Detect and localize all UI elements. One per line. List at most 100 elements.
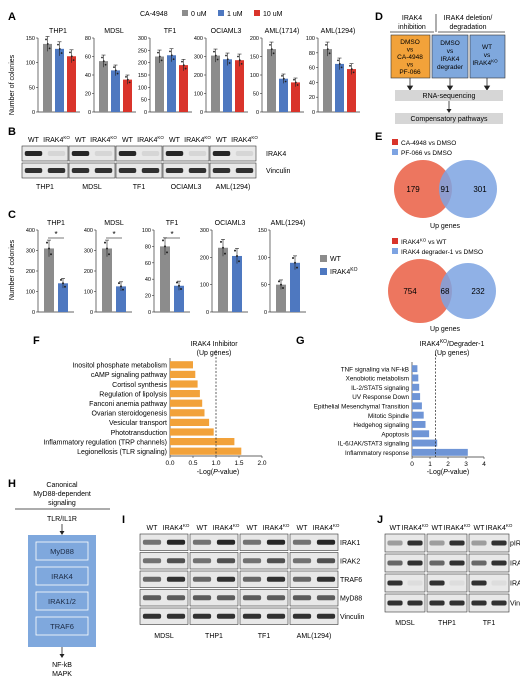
i-band-0-3 (216, 539, 236, 545)
i-band-3-7 (316, 595, 336, 601)
i-row-label-4: Vinculin (340, 614, 364, 621)
i-lane-label-7: IRAK4KO (313, 523, 340, 532)
e-bottom-legend-a: IRAK4KO vs WT (401, 238, 447, 247)
b-membrane-0-1 (21, 162, 69, 179)
d-arrowhead-2 (446, 85, 454, 91)
j-membrane-0-3 (384, 593, 426, 613)
legend-swatch-1 (218, 10, 224, 16)
a-bar-2-1 (167, 55, 176, 112)
g-bar-6 (412, 421, 426, 428)
d-box1-line1: vs (407, 47, 414, 54)
e-top-swatch-a (392, 139, 398, 145)
c-dot-4-0-1 (280, 283, 282, 286)
e-top-circle-b (439, 160, 497, 218)
j-band-0-4 (471, 540, 487, 546)
i-membrane-3-2 (289, 570, 339, 588)
i-band-4-6 (292, 613, 312, 619)
j-band-1-3 (449, 560, 465, 566)
h-protein-label-1: IRAK4 (51, 572, 73, 581)
a-tick-label-3-3: 300 (194, 55, 203, 61)
i-lane-label-6: WT (297, 525, 309, 532)
g-category-9: Inflammatory response (345, 450, 410, 457)
c-dot-2-0-0 (162, 239, 164, 242)
i-band-0-6 (292, 539, 312, 545)
h-out-nfkb: NF-kB (52, 662, 72, 669)
f-category-0: Inositol phosphate metabolism (72, 363, 167, 370)
i-band-4-7 (316, 613, 336, 619)
legend-label-2: 10 uM (263, 11, 283, 18)
a-dot-0-1-0 (57, 43, 59, 46)
j-cell-label-2: TF1 (483, 620, 496, 627)
c-sig-star-1: * (112, 230, 115, 239)
i-band-0-0 (142, 539, 162, 545)
e-bottom-circle-b (440, 263, 496, 319)
c-dot-0-0-0 (46, 241, 48, 244)
c-tick-label-2-2: 40 (145, 277, 151, 283)
a-tick-label-5-5: 100 (306, 36, 315, 42)
b-band-1-2 (71, 168, 90, 173)
c-dot-4-1-2 (296, 266, 298, 269)
j-membrane-1-1 (426, 553, 468, 573)
c-tick-label-2-3: 60 (145, 261, 151, 267)
a-bar-4-1 (279, 78, 288, 112)
e-bottom-caption: Up genes (430, 326, 460, 333)
c-bar-1-1 (116, 286, 126, 312)
c-tick-label-4-1: 50 (261, 283, 267, 289)
e-bottom-mid-count: 68 (441, 287, 450, 296)
e-top-mid-count: 91 (441, 185, 450, 194)
c-tick-label-1-4: 400 (84, 228, 93, 234)
panel-g-pathway-chart: IRAK4KO/Degrader-1 (Up genes) -Log(P-val… (314, 339, 486, 476)
a-dot-4-2-2 (296, 84, 299, 86)
i-lane-label-2: WT (197, 525, 209, 532)
legend-swatch-0 (182, 10, 188, 16)
i-band-3-6 (292, 595, 312, 601)
c-bar-1-0 (102, 248, 112, 312)
c-tick-label-1-3: 300 (84, 249, 93, 255)
panel-letter-g: G (296, 335, 305, 347)
b-lane-label-9: IRAK4KO (231, 135, 258, 144)
panel-a-ylabel: Number of colonies (9, 54, 16, 115)
f-bar-9 (170, 447, 242, 455)
panel-a-legend-title: CA-4948 (140, 11, 168, 18)
g-bar-4 (412, 402, 422, 410)
i-membrane-3-1 (289, 552, 339, 570)
j-band-3-0 (387, 600, 403, 606)
a-dot-5-2-1 (350, 68, 353, 70)
b-band-0-6 (165, 151, 184, 156)
i-membrane-1-3 (189, 589, 239, 607)
j-lane-label-3: IRAK4KO (444, 523, 471, 532)
i-membrane-2-3 (239, 589, 289, 607)
i-band-1-3 (216, 558, 236, 564)
a-tick-label-3-1: 100 (194, 92, 203, 98)
a-tick-label-2-3: 150 (138, 73, 147, 79)
a-chart-title-4: AML(1714) (265, 28, 300, 35)
i-row-label-0: IRAK1 (340, 540, 360, 547)
c-tick-label-0-2: 200 (26, 269, 35, 275)
a-dot-4-1-2 (284, 80, 287, 83)
i-band-3-4 (242, 595, 262, 601)
g-category-6: Hedgehog signaling (353, 422, 409, 429)
c-dot-2-1-2 (180, 287, 182, 290)
a-chart-title-5: AML(1294) (321, 28, 356, 35)
legend-label-0: 0 uM (191, 11, 207, 18)
j-band-1-4 (471, 560, 487, 566)
h-title-line3: signaling (48, 500, 76, 507)
b-lane-label-2: WT (75, 137, 87, 144)
i-lane-label-5: IRAK4KO (263, 523, 290, 532)
b-lane-label-1: IRAK4KO (43, 135, 70, 144)
a-dot-2-2-0 (181, 60, 183, 63)
panel-h-signaling-diagram: Canonical MyD88-dependent signaling TLR/… (15, 482, 110, 678)
c-dot-2-0-1 (164, 245, 166, 248)
a-bar-0-1 (55, 48, 64, 112)
d-col2-label-line2: degradation (450, 24, 487, 31)
h-arrowhead-1 (59, 531, 65, 535)
e-bottom-swatch-a (392, 238, 398, 244)
c-dot-3-0-0 (220, 240, 222, 243)
i-band-3-3 (216, 595, 236, 601)
j-membrane-0-0 (384, 533, 426, 553)
f-tick-label-0: 0.0 (165, 460, 174, 467)
i-band-2-3 (216, 576, 236, 582)
panel-letter-i: I (122, 514, 125, 526)
h-receptor: TLR/IL1R (47, 516, 77, 523)
